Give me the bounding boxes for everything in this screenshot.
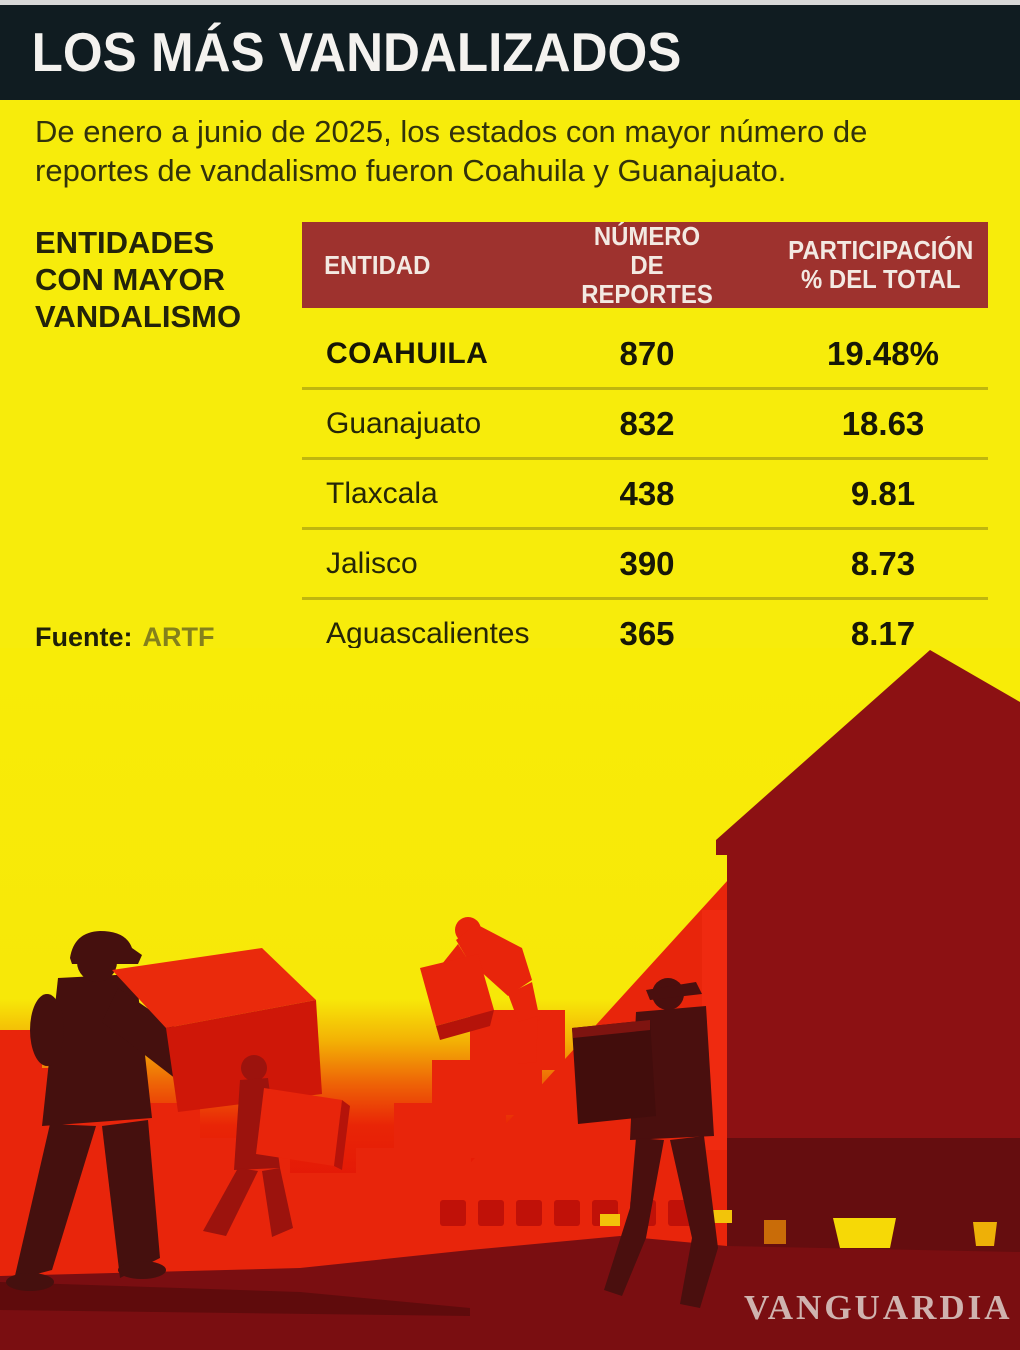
stolen-box-left bbox=[112, 948, 322, 1112]
cell-share: 8.17 bbox=[850, 614, 916, 652]
table-header: ENTIDAD NÚMERO DE REPORTES PARTICIPACIÓN… bbox=[302, 220, 988, 309]
cell-share: 8.73 bbox=[850, 544, 916, 582]
bending-worker-silhouette bbox=[430, 917, 540, 1064]
page-title: LOS MÁS VANDALIZADOS bbox=[31, 21, 682, 83]
handed-down-box bbox=[420, 954, 494, 1040]
table-row: Aguascalientes 365 8.17 bbox=[302, 597, 988, 667]
cell-reports: 870 bbox=[619, 334, 675, 372]
source-label: Fuente: bbox=[35, 622, 133, 652]
cell-entity: COAHUILA bbox=[326, 336, 489, 370]
subtitle: De enero a junio de 2025, los estados co… bbox=[35, 114, 868, 188]
side-label: ENTIDADES CON MAYOR VANDALISMO bbox=[35, 225, 242, 334]
cargo-theft-illustration bbox=[0, 648, 1020, 1350]
cell-share: 19.48% bbox=[827, 334, 939, 372]
cell-entity: Jalisco bbox=[326, 546, 418, 580]
table-row: Guanajuato 832 18.63 bbox=[302, 387, 988, 457]
column-header-reports: NÚMERO DE REPORTES bbox=[581, 220, 713, 309]
dark-ground-band bbox=[0, 1236, 1020, 1350]
carried-box-middle bbox=[256, 1088, 350, 1170]
column-header-entity: ENTIDAD bbox=[324, 249, 431, 280]
cell-reports: 390 bbox=[619, 544, 675, 582]
cell-entity: Guanajuato bbox=[326, 406, 482, 440]
masthead: LOS MÁS VANDALIZADOS bbox=[0, 5, 1020, 100]
cell-entity: Aguascalientes bbox=[326, 616, 530, 650]
left-worker-silhouette bbox=[6, 931, 214, 1291]
source-note: Fuente: ARTF bbox=[35, 622, 214, 653]
vanguardia-watermark: VANGUARDIA MX bbox=[744, 1288, 1020, 1328]
table-row: Jalisco 390 8.73 bbox=[302, 527, 988, 597]
table-row: COAHUILA 870 19.48% bbox=[302, 320, 988, 387]
cell-share: 18.63 bbox=[841, 404, 925, 442]
cell-reports: 438 bbox=[619, 474, 675, 512]
distant-wagon-bumps bbox=[440, 1200, 694, 1226]
cell-entity: Tlaxcala bbox=[326, 476, 438, 510]
cell-share: 9.81 bbox=[850, 474, 916, 512]
data-table: COAHUILA 870 19.48% Guanajuato 832 18.63… bbox=[302, 308, 988, 667]
table-row: Tlaxcala 438 9.81 bbox=[302, 457, 988, 527]
dark-box-right bbox=[572, 1020, 656, 1124]
cell-reports: 365 bbox=[619, 614, 675, 652]
source-value: ARTF bbox=[142, 622, 215, 652]
cell-reports: 832 bbox=[619, 404, 675, 442]
top-border-strip bbox=[0, 0, 1020, 5]
watermark-brand: VANGUARDIA bbox=[744, 1288, 1013, 1327]
column-header-share: PARTICIPACIÓN % DEL TOTAL bbox=[788, 235, 974, 294]
